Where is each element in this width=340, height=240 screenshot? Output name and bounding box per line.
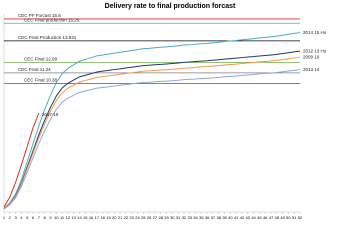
x-tick-label: 2 bbox=[9, 215, 12, 220]
x-tick-label: 10 bbox=[54, 215, 59, 220]
x-tick-label: 11 bbox=[60, 215, 65, 220]
x-tick-label: 5 bbox=[26, 215, 29, 220]
x-tick-label: 31 bbox=[176, 215, 181, 220]
reference-label: CEC PF Forcast 15.6 bbox=[18, 13, 61, 18]
x-tick-label: 30 bbox=[170, 215, 175, 220]
x-tick-label: 3 bbox=[14, 215, 17, 220]
x-tick-label: 37 bbox=[211, 215, 216, 220]
x-tick-label: 24 bbox=[135, 215, 140, 220]
x-tick-label: 9 bbox=[49, 215, 52, 220]
chart-title: Delivery rate to final production forcas… bbox=[105, 3, 236, 10]
reference-label: CEC Final Production 13.831 bbox=[18, 35, 77, 40]
reference-label: CEC Final 11.24 bbox=[18, 67, 51, 72]
x-tick-label: 50 bbox=[286, 215, 291, 220]
chart: Delivery rate to final production forcas… bbox=[3, 3, 327, 220]
series-label: 2009 10 bbox=[303, 55, 320, 60]
x-tick-label: 22 bbox=[124, 215, 129, 220]
x-tick-label: 21 bbox=[118, 215, 123, 220]
x-tick-label: 48 bbox=[275, 215, 280, 220]
reference-label: CEC Final production 15.25 bbox=[24, 17, 80, 22]
x-tick-label: 20 bbox=[112, 215, 117, 220]
x-tick-label: 39 bbox=[222, 215, 227, 220]
series-line bbox=[3, 32, 301, 209]
series-label: 2014 15 Ho bbox=[303, 30, 327, 35]
x-tick-label: 32 bbox=[182, 215, 187, 220]
x-tick-label: 12 bbox=[66, 215, 71, 220]
x-tick-label: 1 bbox=[3, 215, 6, 220]
x-tick-label: 6 bbox=[32, 215, 35, 220]
x-tick-label: 42 bbox=[240, 215, 245, 220]
reference-label: CEC Final 12.09 bbox=[24, 57, 58, 62]
series-line bbox=[3, 112, 40, 208]
x-tick-label: 13 bbox=[71, 215, 76, 220]
series-line bbox=[3, 56, 301, 210]
x-tick-label: 43 bbox=[246, 215, 251, 220]
x-tick-label: 29 bbox=[164, 215, 169, 220]
x-tick-label: 52 bbox=[298, 215, 303, 220]
x-tick-label: 15 bbox=[83, 215, 88, 220]
series-label: 2017-18 bbox=[42, 112, 59, 117]
series-label: 2012 13 Ho bbox=[303, 48, 327, 53]
x-tick-label: 49 bbox=[280, 215, 285, 220]
x-tick-label: 41 bbox=[234, 215, 239, 220]
x-tick-label: 8 bbox=[44, 215, 47, 220]
x-tick-label: 18 bbox=[100, 215, 105, 220]
x-tick-label: 19 bbox=[106, 215, 111, 220]
x-tick-label: 16 bbox=[89, 215, 94, 220]
x-tick-label: 4 bbox=[20, 215, 23, 220]
x-tick-label: 38 bbox=[217, 215, 222, 220]
x-tick-label: 26 bbox=[147, 215, 152, 220]
series-label: 2013 14 bbox=[303, 67, 320, 72]
x-tick-label: 34 bbox=[193, 215, 198, 220]
reference-label: CEC Final 10.38 bbox=[24, 78, 58, 83]
x-tick-label: 35 bbox=[199, 215, 204, 220]
x-tick-label: 47 bbox=[269, 215, 274, 220]
series-line bbox=[3, 50, 301, 210]
x-tick-label: 25 bbox=[141, 215, 146, 220]
x-tick-label: 44 bbox=[251, 215, 256, 220]
x-tick-label: 7 bbox=[38, 215, 41, 220]
page: {"chart_data": {"type": "line", "title":… bbox=[2, 2, 327, 221]
x-tick-label: 27 bbox=[153, 215, 158, 220]
x-tick-label: 51 bbox=[292, 215, 297, 220]
x-tick-label: 17 bbox=[95, 215, 100, 220]
x-tick-label: 23 bbox=[129, 215, 134, 220]
x-tick-label: 28 bbox=[158, 215, 163, 220]
x-tick-label: 45 bbox=[257, 215, 262, 220]
x-tick-label: 40 bbox=[228, 215, 233, 220]
x-tick-label: 33 bbox=[187, 215, 192, 220]
series-line bbox=[3, 69, 301, 210]
x-tick-label: 36 bbox=[205, 215, 210, 220]
x-tick-label: 46 bbox=[263, 215, 268, 220]
x-tick-label: 14 bbox=[77, 215, 82, 220]
